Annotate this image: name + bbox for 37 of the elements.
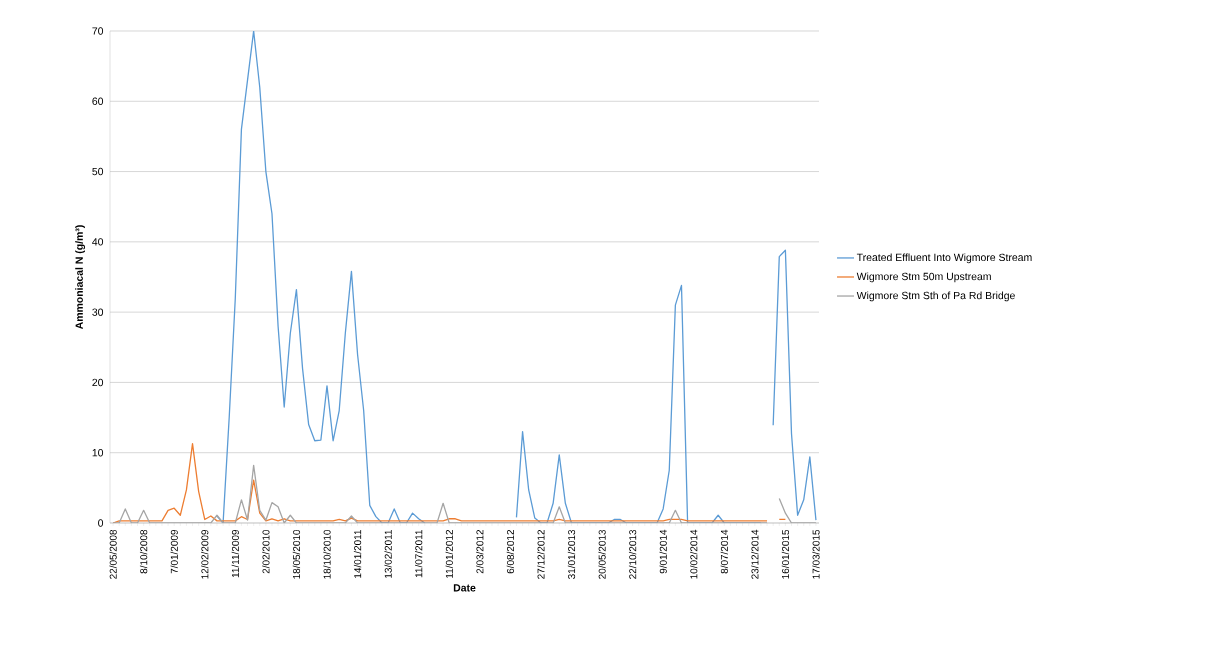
x-tick-label: 20/05/2013 bbox=[598, 529, 606, 579]
y-tick-label: 40 bbox=[92, 238, 104, 246]
y-tick-label: 60 bbox=[92, 97, 104, 105]
y-axis-title: Ammoniacal N (g/m³) bbox=[75, 225, 86, 330]
x-tick-label: 12/02/2009 bbox=[201, 529, 209, 579]
x-tick-label: 10/02/2014 bbox=[690, 529, 698, 579]
x-tick-label: 16/01/2015 bbox=[781, 529, 790, 579]
y-tick-label: 20 bbox=[92, 378, 104, 387]
y-tick-label: 70 bbox=[92, 27, 104, 35]
x-tick-label: 13/02/2011 bbox=[384, 529, 392, 578]
y-tick-label: 30 bbox=[92, 308, 104, 316]
x-tick-label: 17/03/2015 bbox=[812, 529, 820, 579]
x-tick-label: 2/02/2010 bbox=[262, 529, 270, 574]
legend-label: Treated Effluent Into Wigmore Stream bbox=[856, 253, 1032, 264]
x-tick-label: 11/11/2009 bbox=[231, 529, 239, 578]
x-axis-title: Date bbox=[453, 584, 476, 592]
x-tick-label: 2/03/2012 bbox=[476, 530, 484, 574]
x-tick-label: 9/01/2014 bbox=[659, 529, 667, 574]
x-tick-label: 22/05/2008 bbox=[109, 529, 117, 579]
x-tick-label: 27/12/2012 bbox=[537, 530, 545, 579]
y-tick-label: 0 bbox=[98, 519, 104, 527]
x-tick-label: 31/01/2013 bbox=[567, 529, 576, 579]
x-tick-label: 8/07/2014 bbox=[720, 529, 728, 574]
x-tick-label: 14/01/2011 bbox=[353, 529, 362, 578]
x-tick-label: 11/07/2011 bbox=[415, 529, 423, 578]
legend-label: Wigmore Stm 50m Upstream bbox=[856, 272, 991, 283]
x-tick-label: 8/10/2008 bbox=[139, 529, 148, 574]
x-tick-label: 18/05/2010 bbox=[292, 529, 301, 579]
legend-label: Wigmore Stm Sth of Pa Rd Bridge bbox=[856, 291, 1015, 302]
y-tick-label: 10 bbox=[92, 449, 104, 457]
x-tick-label: 23/12/2014 bbox=[751, 529, 759, 579]
y-tick-label: 50 bbox=[92, 167, 104, 176]
x-tick-label: 18/10/2010 bbox=[323, 529, 331, 579]
x-tick-label: 6/08/2012 bbox=[506, 530, 514, 574]
x-tick-label: 11/01/2012 bbox=[445, 530, 453, 578]
x-tick-label: 7/01/2009 bbox=[170, 529, 178, 574]
x-tick-label: 22/10/2013 bbox=[628, 529, 637, 579]
